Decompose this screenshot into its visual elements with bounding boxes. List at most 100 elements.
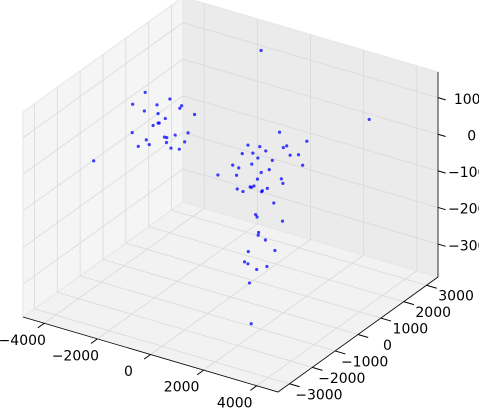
y-tick-label: 3000 bbox=[438, 289, 474, 305]
point bbox=[252, 184, 256, 188]
tick-mark bbox=[437, 97, 446, 101]
point bbox=[240, 152, 244, 156]
point bbox=[173, 133, 177, 137]
z-tick-label: −1000 bbox=[448, 165, 479, 181]
grid-line bbox=[125, 242, 381, 319]
tick-mark bbox=[380, 317, 392, 322]
grid-line bbox=[22, 168, 184, 285]
point bbox=[260, 189, 264, 193]
point bbox=[231, 163, 235, 167]
point bbox=[273, 248, 277, 253]
point bbox=[156, 112, 160, 116]
point bbox=[259, 170, 263, 175]
point bbox=[164, 140, 169, 145]
point bbox=[163, 116, 167, 121]
grid-line bbox=[171, 209, 427, 286]
point bbox=[169, 146, 173, 150]
point bbox=[183, 140, 187, 144]
point bbox=[235, 187, 239, 191]
point bbox=[281, 145, 285, 150]
point bbox=[92, 159, 96, 163]
point bbox=[237, 166, 241, 170]
z-tick-label: 1000 bbox=[454, 92, 479, 108]
tick-mark bbox=[357, 334, 369, 338]
tick-mark bbox=[90, 338, 98, 344]
grid-line bbox=[102, 259, 359, 335]
point bbox=[250, 162, 254, 166]
grid-line bbox=[182, 132, 439, 208]
y-tick-label: −3000 bbox=[295, 387, 342, 403]
tick-mark bbox=[335, 350, 346, 355]
point bbox=[257, 230, 261, 235]
x-tick-label: 4000 bbox=[217, 395, 253, 409]
tick-mark bbox=[196, 369, 204, 376]
point bbox=[247, 281, 252, 285]
point bbox=[253, 212, 258, 217]
point bbox=[279, 177, 283, 181]
tick-mark bbox=[312, 366, 323, 371]
point bbox=[267, 168, 271, 172]
tick-mark bbox=[437, 133, 446, 137]
point bbox=[255, 215, 259, 219]
point bbox=[270, 158, 274, 162]
point bbox=[216, 173, 220, 177]
point bbox=[186, 131, 190, 135]
point bbox=[272, 201, 276, 205]
point bbox=[296, 153, 301, 157]
point bbox=[281, 181, 285, 185]
point bbox=[248, 185, 252, 189]
point bbox=[246, 249, 250, 254]
tick-mark bbox=[437, 170, 446, 174]
point bbox=[301, 163, 305, 167]
point bbox=[255, 267, 259, 272]
x-tick-label: 2000 bbox=[164, 380, 200, 396]
y-tick-label: 1000 bbox=[393, 322, 429, 338]
point bbox=[265, 186, 269, 190]
grid-line bbox=[148, 226, 404, 303]
point bbox=[178, 106, 182, 110]
point bbox=[147, 143, 151, 147]
point bbox=[155, 103, 159, 107]
point bbox=[180, 104, 184, 108]
point bbox=[131, 102, 135, 106]
point bbox=[255, 177, 260, 181]
z-tick-label: −2000 bbox=[448, 202, 479, 218]
point bbox=[258, 145, 262, 149]
axis-line bbox=[22, 72, 439, 393]
point bbox=[136, 144, 140, 148]
point bbox=[259, 48, 263, 53]
point bbox=[256, 233, 260, 237]
grid-line bbox=[182, 95, 439, 172]
point bbox=[165, 135, 169, 140]
point bbox=[263, 238, 268, 242]
point bbox=[130, 131, 134, 135]
tick-mark bbox=[426, 284, 437, 289]
z-tick-label: −3000 bbox=[448, 238, 479, 254]
point bbox=[251, 151, 255, 155]
point bbox=[256, 156, 260, 160]
tick-mark bbox=[437, 206, 446, 211]
tick-mark bbox=[437, 243, 446, 247]
point bbox=[192, 112, 197, 117]
point bbox=[143, 90, 147, 94]
point bbox=[264, 149, 268, 153]
point bbox=[151, 123, 155, 128]
grid-line bbox=[182, 22, 439, 99]
tick-mark bbox=[37, 322, 45, 329]
point bbox=[285, 144, 289, 148]
point bbox=[265, 264, 269, 269]
point bbox=[234, 173, 239, 177]
y-tick-label: 0 bbox=[383, 338, 392, 354]
point bbox=[144, 138, 148, 142]
tick-mark bbox=[403, 301, 415, 306]
point bbox=[367, 117, 371, 122]
grid-line bbox=[22, 95, 184, 212]
x-tick-label: −2000 bbox=[52, 348, 99, 364]
grid-line bbox=[22, 132, 184, 248]
grid-line bbox=[182, 168, 439, 245]
x-tick-label: −4000 bbox=[0, 333, 46, 349]
point bbox=[305, 139, 309, 143]
point bbox=[249, 322, 253, 326]
grid-line bbox=[22, 22, 184, 138]
